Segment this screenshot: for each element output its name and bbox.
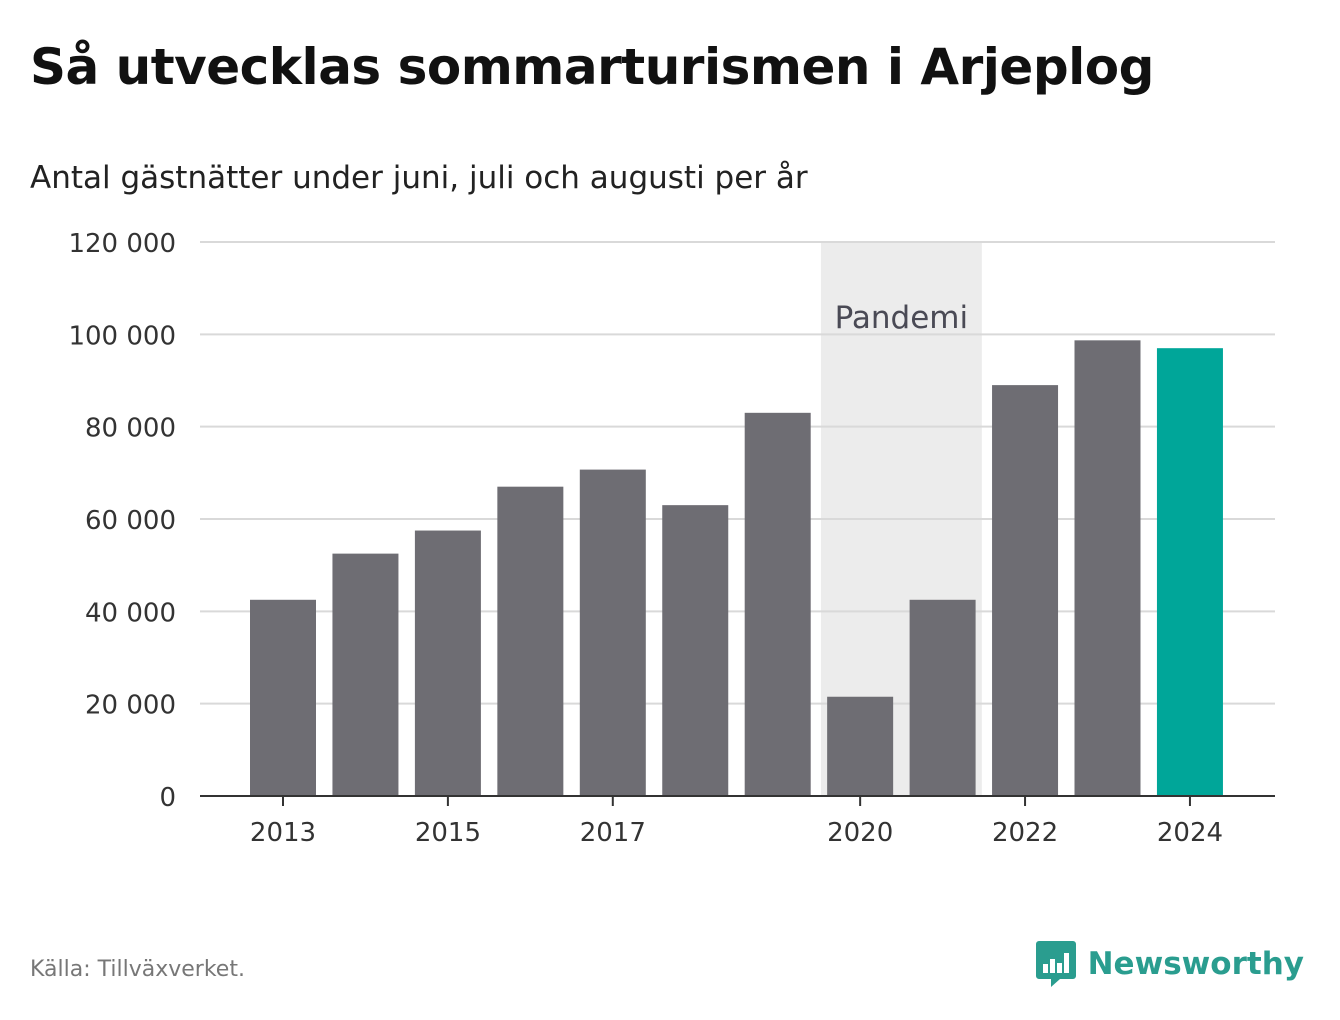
y-tick-label: 0 (159, 783, 176, 813)
chart-subtitle: Antal gästnätter under juni, juli och au… (30, 160, 808, 196)
x-tick-label: 2017 (580, 818, 646, 848)
bar-2017 (579, 469, 646, 796)
bar-2014 (332, 553, 399, 796)
bar-2013 (250, 599, 316, 796)
bar-2015 (414, 530, 481, 796)
bar-2018 (662, 505, 729, 796)
bar-2019 (744, 412, 811, 796)
brand-name: Newsworthy (1087, 946, 1304, 982)
pandemic-label: Pandemi (835, 300, 969, 336)
brand-logo[interactable]: Newsworthy (1035, 940, 1304, 988)
bar-2021 (909, 599, 976, 796)
y-tick-label: 20 000 (85, 691, 176, 721)
source-note: Källa: Tillväxverket. (30, 957, 245, 982)
bar-2022 (992, 385, 1059, 796)
bar-2024 (1156, 348, 1223, 796)
y-tick-label: 60 000 (85, 506, 176, 536)
bar-chart: 0 20 000 40 000 60 000 80 000 100 000 120 000 P… (68, 229, 1275, 848)
y-tick-label: 80 000 (85, 414, 176, 444)
x-tick-label: 2022 (992, 818, 1058, 848)
y-tick-label: 40 000 (85, 598, 176, 628)
x-tick-label: 2024 (1157, 818, 1223, 848)
bar-2023 (1074, 340, 1141, 796)
y-tick-label: 120 000 (68, 229, 176, 259)
x-tick-label: 2020 (827, 818, 893, 848)
x-tick-label: 2013 (250, 818, 316, 848)
y-tick-label: 100 000 (68, 321, 176, 351)
bar-2016 (497, 486, 564, 796)
x-tick-label: 2015 (415, 818, 481, 848)
bar-2020 (827, 696, 894, 796)
chart-title: Så utvecklas sommarturismen i Arjeplog (30, 38, 1154, 96)
newsworthy-logo-icon (1035, 941, 1076, 987)
